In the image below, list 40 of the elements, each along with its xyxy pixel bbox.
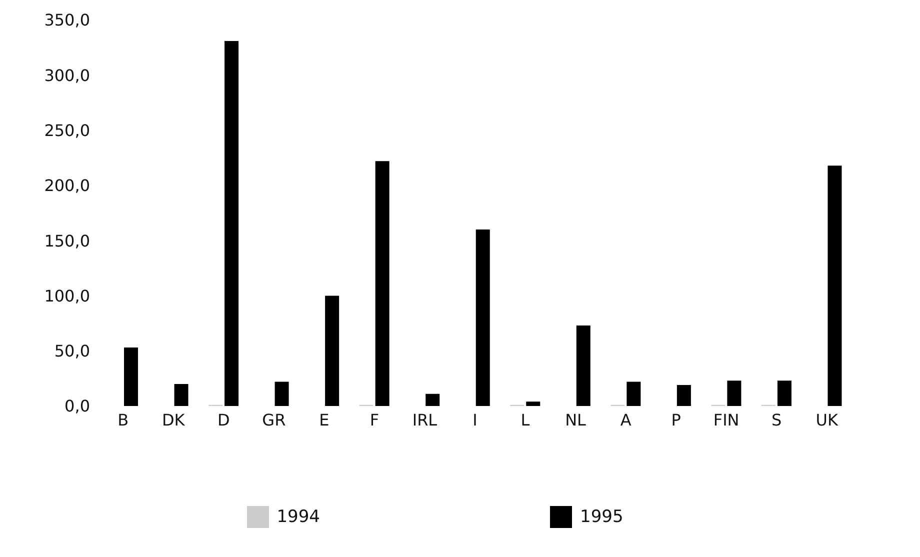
x-tick-label: A — [620, 410, 632, 430]
x-tick-label: P — [671, 410, 682, 430]
bar — [727, 380, 742, 406]
bar — [375, 161, 390, 406]
x-tick-label: FIN — [713, 410, 740, 430]
x-tick-label: I — [472, 410, 478, 430]
y-tick-label: 0,0 — [64, 396, 90, 416]
x-tick-label: S — [772, 410, 782, 430]
legend-label: 1995 — [580, 507, 624, 527]
bar — [626, 382, 641, 406]
bar — [224, 40, 239, 406]
x-tick-label: B — [118, 410, 129, 430]
bar — [426, 394, 440, 406]
x-tick-label: F — [370, 410, 380, 430]
legend-label: 1994 — [276, 507, 320, 527]
bar — [777, 380, 792, 406]
y-tick-label: 250,0 — [44, 120, 90, 140]
x-tick-label: NL — [565, 410, 586, 430]
bar — [325, 296, 340, 406]
x-tick-label: L — [520, 410, 530, 430]
bar — [476, 230, 490, 406]
y-tick-label: 100,0 — [44, 286, 90, 306]
x-tick-label: UK — [816, 410, 838, 430]
x-tick-label: IRL — [412, 410, 438, 430]
bar — [124, 348, 138, 406]
y-tick-label: 350,0 — [44, 10, 90, 30]
y-tick-label: 300,0 — [44, 66, 90, 85]
bar — [676, 385, 691, 406]
bar — [274, 382, 289, 406]
y-tick-label: 50,0 — [54, 342, 90, 361]
y-tick-label: 150,0 — [44, 231, 90, 250]
y-tick-label: 200,0 — [44, 176, 90, 196]
bar — [174, 384, 188, 406]
bar — [576, 325, 590, 406]
bar — [526, 402, 540, 406]
x-tick-label: DK — [162, 410, 186, 430]
x-tick-label: E — [319, 410, 330, 430]
bar — [828, 166, 842, 406]
x-tick-label: GR — [262, 410, 286, 430]
x-tick-label: D — [218, 410, 230, 430]
